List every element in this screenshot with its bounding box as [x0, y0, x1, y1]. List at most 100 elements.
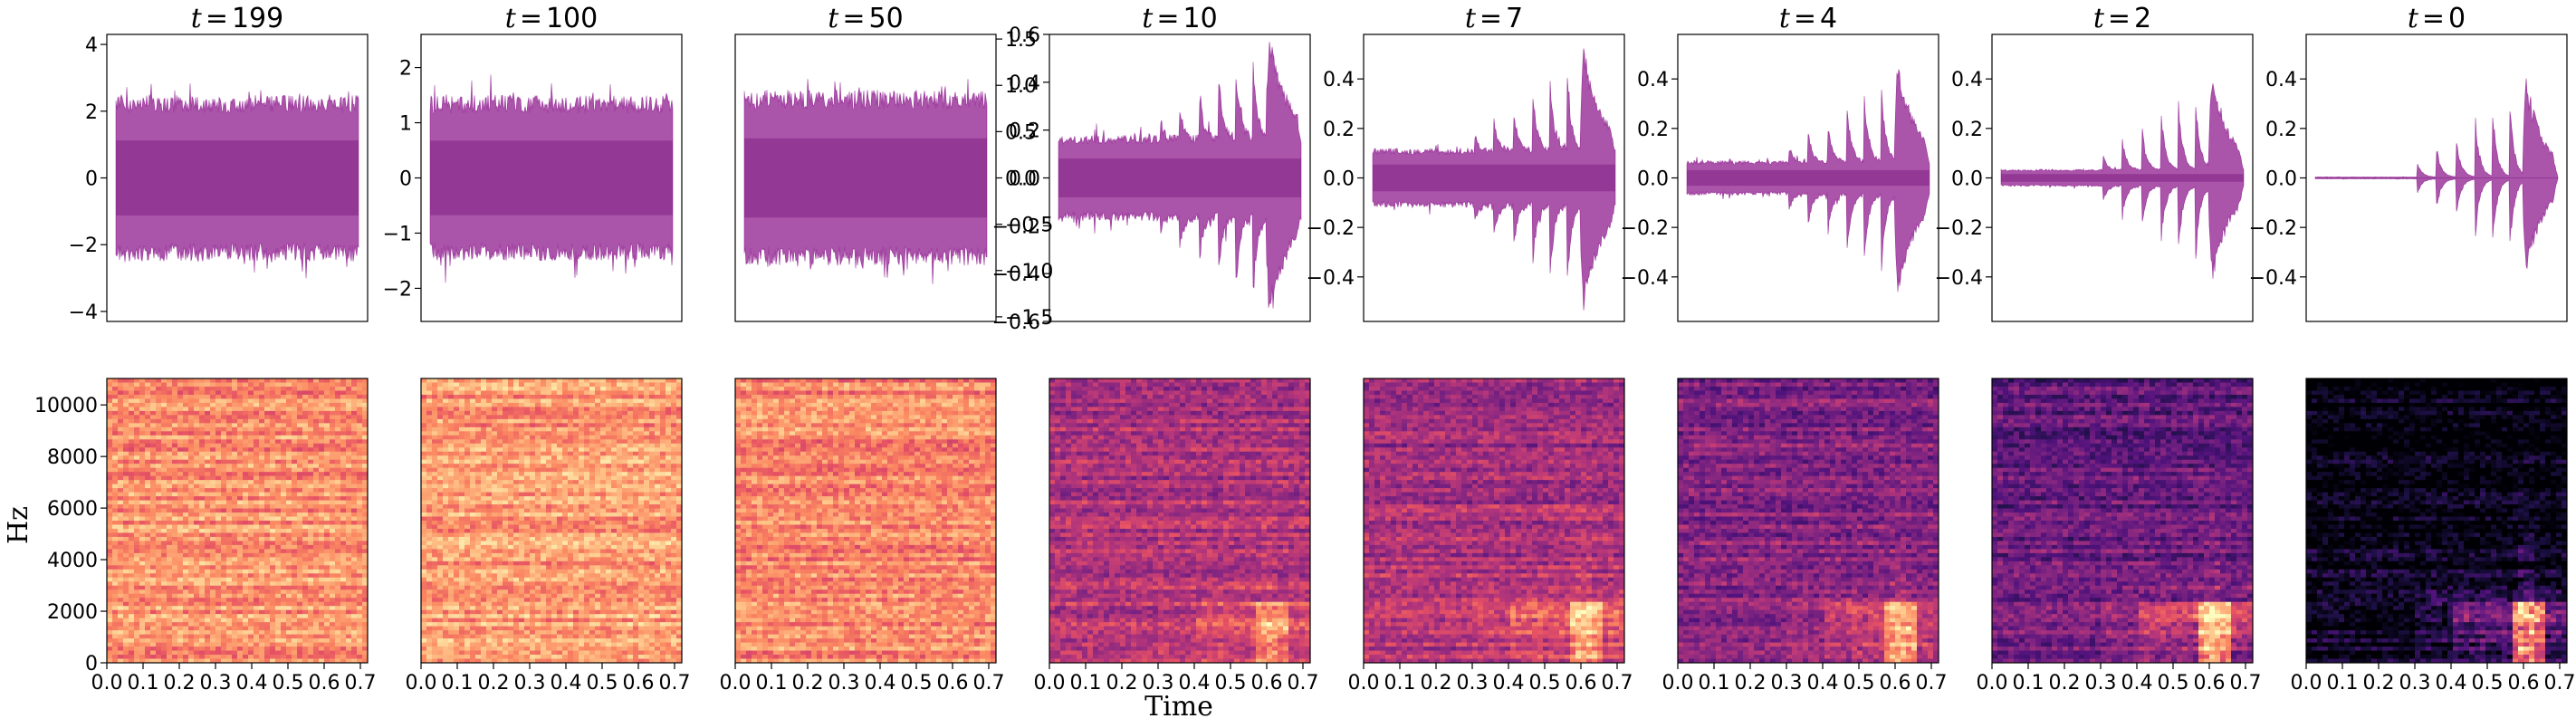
spectrogram-cell: [335, 378, 340, 383]
spectrogram-cell: [633, 472, 638, 476]
spectrogram-cell: [156, 586, 161, 590]
spectrogram-cell: [546, 419, 551, 424]
spectrogram-cell: [302, 598, 308, 602]
spectrogram-cell: [351, 537, 357, 541]
spectrogram-cell: [237, 472, 243, 476]
spectrogram-cell: [421, 439, 426, 444]
panel-title: t = 100: [505, 3, 598, 34]
spectrogram-cell: [215, 509, 221, 513]
spectrogram-cell: [346, 545, 351, 550]
spectrogram-cell: [627, 496, 633, 501]
spectrogram-cell: [286, 517, 292, 522]
spectrogram-cell: [145, 651, 150, 656]
spectrogram-cell: [161, 488, 167, 493]
spectrogram-cell: [340, 651, 346, 656]
spectrogram-cell: [226, 444, 232, 448]
spectrogram-cell: [188, 390, 194, 395]
spectrogram-cell: [248, 464, 254, 468]
spectrogram-cell: [139, 594, 145, 599]
spectrogram-cell: [655, 484, 660, 489]
spectrogram-cell: [145, 602, 150, 607]
spectrogram-cell: [281, 553, 286, 558]
spectrogram-cell: [655, 464, 660, 468]
spectrogram-cell: [606, 472, 611, 476]
spectrogram-cell: [557, 476, 562, 481]
spectrogram-cell: [107, 460, 112, 465]
spectrogram-cell: [118, 622, 123, 627]
spectrogram-cell: [210, 390, 215, 395]
spectrogram-cell: [232, 509, 237, 513]
spectrogram-cell: [660, 496, 666, 501]
spectrogram-cell: [584, 398, 589, 403]
spectrogram-cell: [595, 395, 600, 399]
spectrogram-cell: [297, 643, 302, 647]
spectrogram-cell: [454, 476, 459, 481]
spectrogram-cell: [264, 407, 270, 411]
spectrogram-cell: [313, 529, 319, 533]
spectrogram-cell: [519, 452, 524, 456]
spectrogram-cell: [150, 431, 156, 436]
spectrogram-cell: [118, 390, 123, 395]
spectrogram-cell: [210, 529, 215, 533]
spectrogram-cell: [226, 635, 232, 639]
spectrogram-cell: [199, 610, 205, 615]
spectrogram-cell: [308, 390, 313, 395]
spectrogram-cell: [129, 476, 134, 481]
spectrogram-cell: [606, 455, 611, 460]
spectrogram-cell: [161, 398, 167, 403]
spectrogram-cell: [330, 545, 335, 550]
spectrogram-cell: [232, 427, 237, 432]
spectrogram-cell: [503, 378, 508, 383]
spectrogram-cell: [194, 395, 199, 399]
spectrogram-cell: [443, 398, 448, 403]
spectrogram-cell: [134, 512, 139, 517]
spectrogram-cell: [606, 476, 611, 481]
spectrogram-cell: [254, 378, 259, 383]
spectrogram-cell: [302, 594, 308, 599]
spectrogram-cell: [226, 468, 232, 473]
spectrogram-cell: [481, 501, 486, 505]
spectrogram-cell: [454, 398, 459, 403]
spectrogram-cell: [145, 570, 150, 574]
spectrogram-cell: [437, 415, 443, 419]
spectrogram-cell: [275, 635, 281, 639]
spectrogram-cell: [248, 460, 254, 465]
spectrogram-cell: [335, 427, 340, 432]
spectrogram-cell: [292, 655, 297, 659]
spectrogram-cell: [210, 504, 215, 509]
spectrogram-cell: [432, 398, 437, 403]
spectrogram-cell: [215, 573, 221, 578]
spectrogram-cell: [139, 614, 145, 618]
spectrogram-cell: [513, 493, 519, 497]
spectrogram-cell: [308, 594, 313, 599]
spectrogram-cell: [194, 464, 199, 468]
spectrogram-cell: [330, 484, 335, 489]
spectrogram-cell: [194, 594, 199, 599]
spectrogram-cell: [150, 524, 156, 529]
spectrogram-cell: [421, 468, 426, 473]
panel-title-equals: =: [206, 3, 228, 34]
spectrogram-cell: [660, 411, 666, 416]
spectrogram-cell: [346, 493, 351, 497]
spectrogram-cell: [541, 398, 546, 403]
spectrogram-cell: [232, 618, 237, 623]
spectrogram-cell: [346, 610, 351, 615]
spectrogram-cell: [172, 496, 177, 501]
spectrogram-cell: [134, 578, 139, 582]
spectrogram-cell: [426, 436, 432, 440]
spectrogram-cell: [335, 524, 340, 529]
spectrogram-cell: [156, 387, 161, 391]
spectrogram-cell: [351, 586, 357, 590]
spectrogram-cell: [357, 509, 362, 513]
spectrogram-cell: [167, 638, 172, 643]
spectrogram-cell: [319, 537, 324, 541]
spectrogram-cell: [666, 427, 671, 432]
spectrogram-cell: [330, 586, 335, 590]
spectrogram-cell: [524, 411, 530, 416]
spectrogram-cell: [600, 476, 606, 481]
spectrogram-cell: [215, 594, 221, 599]
spectrogram-cell: [254, 647, 259, 651]
spectrogram-cell: [264, 423, 270, 427]
spectrogram-cell: [221, 643, 226, 647]
spectrogram-cell: [112, 411, 118, 416]
